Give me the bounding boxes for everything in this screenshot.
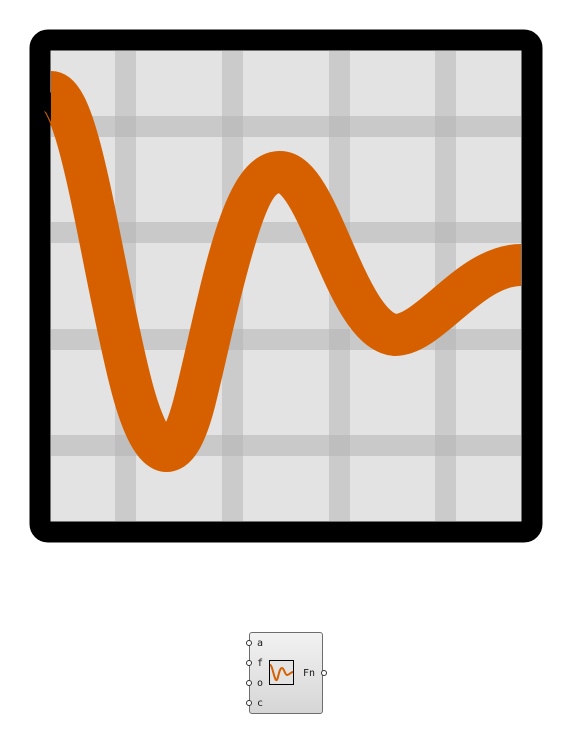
output-label-fn: Fn: [303, 668, 316, 679]
output-grip-fn[interactable]: [321, 670, 327, 676]
input-label-o: o: [257, 678, 264, 689]
damped-wave-icon: [269, 660, 294, 685]
input-grip-f[interactable]: [246, 660, 252, 666]
input-label-c: c: [257, 698, 264, 709]
grasshopper-component[interactable]: a f o c Fn: [246, 632, 327, 714]
oscillating-function-graph-icon: [29, 29, 543, 543]
input-grip-a[interactable]: [246, 640, 252, 646]
curve-start-notch: [44, 92, 51, 122]
input-label-a: a: [257, 638, 264, 649]
input-grip-o[interactable]: [246, 680, 252, 686]
input-grip-c[interactable]: [246, 700, 252, 706]
damped-wave-curve: [41, 71, 524, 472]
graph-frame: [29, 29, 543, 543]
input-label-f: f: [257, 658, 264, 669]
